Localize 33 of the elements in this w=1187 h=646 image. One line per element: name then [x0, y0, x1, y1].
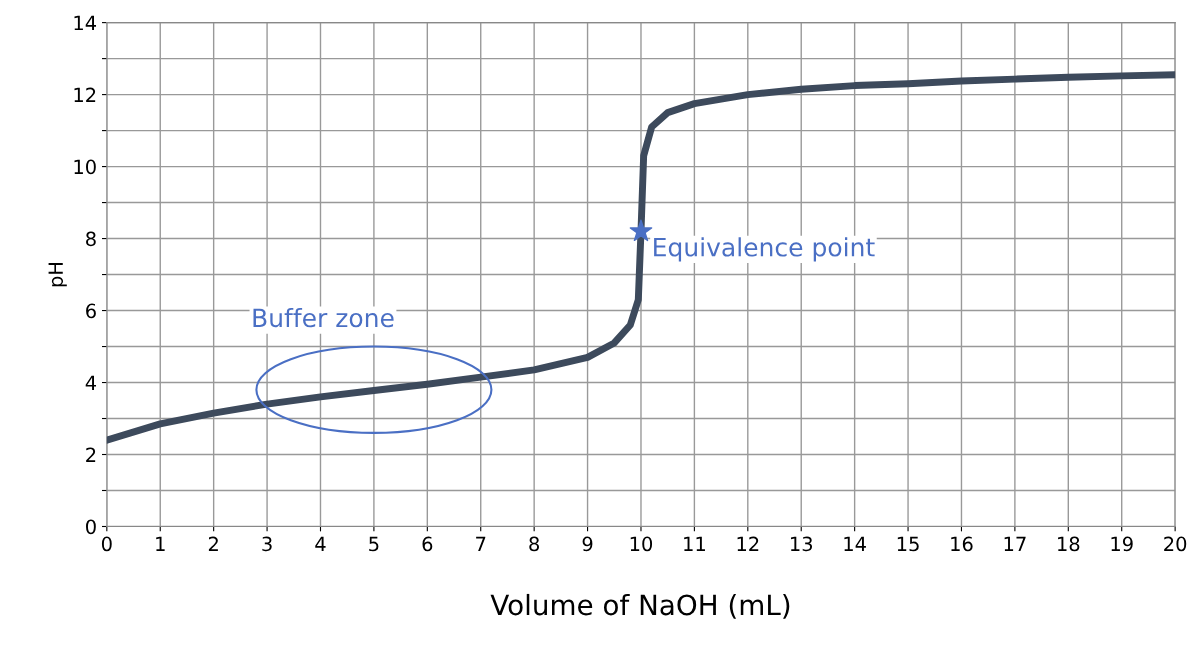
- y-tick-label: 2: [86, 447, 96, 462]
- x-tick-label: 18: [1058, 536, 1080, 552]
- x-tick-label: 10: [630, 536, 653, 552]
- x-tick-label: 6: [422, 536, 433, 552]
- x-tick-label: 11: [684, 536, 705, 551]
- y-tick-label: 8: [86, 231, 96, 247]
- x-tick-label: 13: [790, 536, 813, 552]
- y-tick-label: 10: [74, 159, 96, 175]
- x-tick-label: 16: [951, 536, 973, 552]
- y-tick-label: 0: [86, 519, 96, 535]
- x-tick-label: 3: [262, 536, 272, 552]
- x-tick-label: 2: [208, 536, 218, 551]
- x-tick-label: 8: [529, 536, 540, 552]
- annotation: Equivalence point: [654, 237, 875, 262]
- x-tick-label: 0: [101, 536, 112, 552]
- x-tick-label: 14: [844, 536, 866, 551]
- x-tick-label: 12: [737, 536, 759, 551]
- x-tick-label: 7: [476, 536, 486, 551]
- y-tick-label: 4: [85, 375, 97, 390]
- y-tick-label: 6: [86, 303, 96, 319]
- x-tick-label: 17: [1004, 536, 1026, 551]
- x-tick-label: 19: [1111, 536, 1133, 552]
- x-tick-label: 1: [156, 536, 165, 551]
- x-tick-label: 9: [582, 536, 593, 552]
- annotation: Buffer zone: [253, 307, 394, 328]
- y-tick-label: 14: [74, 15, 97, 30]
- y-axis-title: pH: [48, 262, 67, 287]
- x-tick-label: 4: [315, 536, 326, 551]
- x-tick-label: 5: [369, 536, 379, 552]
- y-tick-label: 12: [74, 87, 96, 102]
- x-tick-label: 15: [897, 536, 919, 552]
- x-axis-title: Volume of NaOH (mL): [490, 593, 790, 619]
- x-tick-label: 20: [1164, 536, 1187, 552]
